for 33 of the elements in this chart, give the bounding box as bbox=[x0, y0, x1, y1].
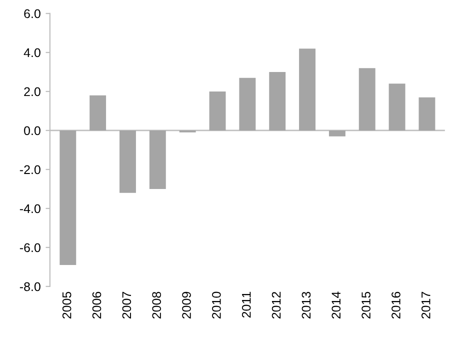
bar bbox=[120, 130, 136, 193]
y-tick-label: -2.0 bbox=[20, 165, 40, 174]
x-tick-label: 2015 bbox=[362, 292, 370, 318]
y-tick-label: 0.0 bbox=[24, 126, 40, 136]
bar bbox=[299, 48, 316, 130]
y-tick-label: -8.0 bbox=[20, 282, 40, 292]
bar bbox=[60, 130, 76, 265]
y-tick-label: -6.0 bbox=[20, 243, 40, 252]
bar bbox=[149, 130, 166, 189]
y-tick-label: 4.0 bbox=[24, 48, 40, 58]
x-tick-label: 2005 bbox=[62, 292, 72, 318]
x-tick-label: 2008 bbox=[152, 292, 162, 318]
bar bbox=[239, 78, 256, 130]
y-tick-label: 2.0 bbox=[24, 87, 40, 96]
x-tick-label: 2017 bbox=[421, 292, 430, 318]
bar bbox=[269, 72, 286, 130]
bar bbox=[388, 84, 406, 130]
bar bbox=[358, 68, 376, 130]
x-tick-label: 2010 bbox=[212, 292, 221, 318]
x-tick-label: 2006 bbox=[92, 292, 102, 318]
y-tick-label: 6.0 bbox=[24, 9, 40, 18]
x-tick-label: 2009 bbox=[182, 292, 191, 318]
x-tick-label: 2012 bbox=[272, 292, 281, 318]
y-tick-label: -4.0 bbox=[20, 204, 40, 214]
x-tick-label: 2007 bbox=[122, 292, 132, 318]
x-tick-label: 2014 bbox=[332, 292, 341, 318]
x-tick-label: 2016 bbox=[392, 292, 400, 318]
x-tick-label: 2013 bbox=[302, 292, 311, 318]
x-tick-label: 2011 bbox=[242, 292, 251, 318]
bar bbox=[328, 130, 346, 136]
bar bbox=[90, 95, 106, 130]
bar bbox=[209, 91, 226, 130]
bar bbox=[418, 97, 436, 130]
